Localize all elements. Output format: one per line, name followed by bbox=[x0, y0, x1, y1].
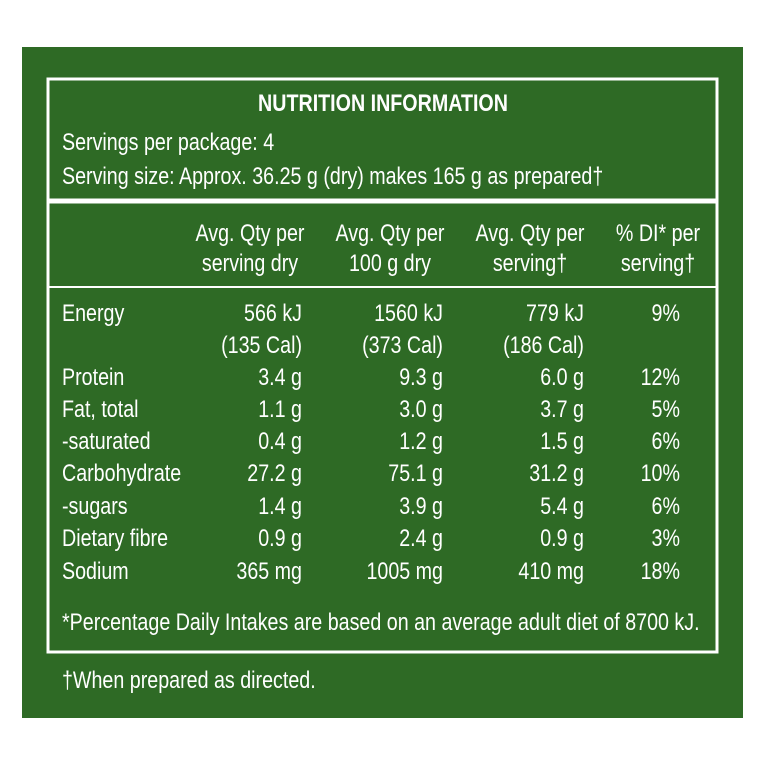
cell-value: 1.1 g bbox=[258, 395, 302, 422]
row-label: Carbohydrate bbox=[62, 459, 181, 486]
row-label: -sugars bbox=[62, 492, 128, 519]
row-label: Sodium bbox=[62, 557, 129, 584]
serving-size: Serving size: Approx. 36.25 g (dry) make… bbox=[62, 162, 603, 189]
column-header: Avg. Qty per bbox=[476, 219, 585, 246]
cell-value: 0.9 g bbox=[258, 524, 302, 551]
cell-value: 6% bbox=[652, 427, 680, 454]
cell-value: 1.5 g bbox=[540, 427, 584, 454]
footer-note: †When prepared as directed. bbox=[62, 666, 316, 693]
cell-value: 2.4 g bbox=[399, 524, 443, 551]
column-header: % DI* per bbox=[616, 219, 700, 246]
panel-background bbox=[22, 47, 743, 718]
cell-value: 9% bbox=[652, 299, 680, 326]
column-header: serving† bbox=[621, 249, 695, 276]
cell-value: 566 kJ bbox=[244, 299, 302, 326]
cell-value: (373 Cal) bbox=[362, 331, 443, 358]
cell-value: 779 kJ bbox=[526, 299, 584, 326]
column-header: Avg. Qty per bbox=[336, 219, 445, 246]
cell-value: 10% bbox=[641, 459, 680, 486]
cell-value: 0.4 g bbox=[258, 427, 302, 454]
row-label: Protein bbox=[62, 363, 124, 390]
cell-value: 1.2 g bbox=[399, 427, 443, 454]
cell-value: 1005 mg bbox=[366, 557, 443, 584]
column-header: Avg. Qty per bbox=[196, 219, 305, 246]
cell-value: 27.2 g bbox=[247, 459, 302, 486]
cell-value: 6.0 g bbox=[540, 363, 584, 390]
footnote: *Percentage Daily Intakes are based on a… bbox=[62, 608, 700, 635]
row-label: -saturated bbox=[62, 427, 151, 454]
title: NUTRITION INFORMATION bbox=[258, 89, 508, 116]
cell-value: 3.0 g bbox=[399, 395, 443, 422]
row-label: Energy bbox=[62, 299, 124, 326]
cell-value: 6% bbox=[652, 492, 680, 519]
column-header: serving† bbox=[493, 249, 567, 276]
cell-value: 75.1 g bbox=[388, 459, 443, 486]
cell-value: 3.4 g bbox=[258, 363, 302, 390]
cell-value: 1.4 g bbox=[258, 492, 302, 519]
cell-value: 31.2 g bbox=[529, 459, 584, 486]
servings: Servings per package: 4 bbox=[62, 128, 274, 155]
cell-value: 5.4 g bbox=[540, 492, 584, 519]
cell-value: 1560 kJ bbox=[374, 299, 443, 326]
column-header: serving dry bbox=[202, 249, 298, 276]
cell-value: 5% bbox=[652, 395, 680, 422]
row-label: Fat, total bbox=[62, 395, 139, 422]
row-label: Dietary fibre bbox=[62, 524, 168, 551]
cell-value: 410 mg bbox=[518, 557, 584, 584]
cell-value: 3.9 g bbox=[399, 492, 443, 519]
table-border bbox=[46, 77, 719, 654]
cell-value: (186 Cal) bbox=[503, 331, 584, 358]
column-header: 100 g dry bbox=[349, 249, 431, 276]
cell-value: 0.9 g bbox=[540, 524, 584, 551]
cell-value: 9.3 g bbox=[399, 363, 443, 390]
cell-value: 365 mg bbox=[236, 557, 302, 584]
cell-value: 3% bbox=[652, 524, 680, 551]
cell-value: 12% bbox=[641, 363, 680, 390]
cell-value: 18% bbox=[641, 557, 680, 584]
cell-value: 3.7 g bbox=[540, 395, 584, 422]
cell-value: (135 Cal) bbox=[221, 331, 302, 358]
